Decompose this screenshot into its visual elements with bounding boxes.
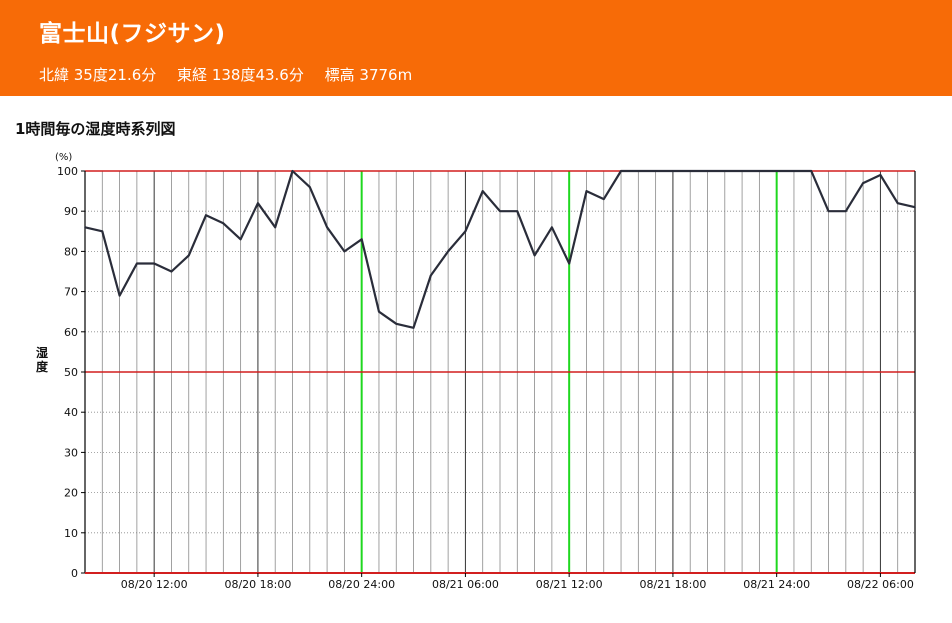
axes xyxy=(81,170,916,577)
y-tick-label: 40 xyxy=(64,406,78,419)
data-point xyxy=(430,274,432,277)
data-point xyxy=(551,226,553,229)
data-point xyxy=(793,170,795,172)
data-point xyxy=(810,170,813,172)
data-point xyxy=(914,206,916,208)
y-tick-label: 50 xyxy=(64,366,78,379)
x-tick-label: 08/20 18:00 xyxy=(224,578,291,591)
y-tick-label: 80 xyxy=(64,245,78,258)
data-point xyxy=(274,226,277,229)
data-point xyxy=(827,210,830,212)
data-point xyxy=(499,210,501,212)
data-point xyxy=(568,262,570,265)
data-point xyxy=(533,254,536,257)
y-tick-label: 10 xyxy=(64,527,78,540)
data-point xyxy=(845,210,847,212)
station-name: 富士山(フジサン) xyxy=(39,21,226,47)
longitude-text: 東経 138度43.6分 xyxy=(177,66,304,84)
x-tick-label: 08/20 12:00 xyxy=(121,578,188,591)
data-point xyxy=(257,202,259,204)
y-tick-label: 90 xyxy=(64,205,78,218)
y-axis-title: 湿 xyxy=(36,345,48,360)
data-point xyxy=(602,198,605,200)
data-point xyxy=(654,170,657,172)
data-point xyxy=(153,262,155,265)
data-point xyxy=(481,190,484,192)
data-point xyxy=(326,226,328,229)
data-point xyxy=(516,210,519,212)
data-point xyxy=(118,294,121,297)
data-point xyxy=(447,250,449,253)
data-point xyxy=(136,262,138,265)
y-unit-label: (%) xyxy=(55,152,72,163)
y-tick-label: 20 xyxy=(64,487,78,500)
data-point xyxy=(723,170,726,172)
data-point xyxy=(879,174,882,176)
x-tick-label: 08/21 24:00 xyxy=(743,578,810,591)
data-point xyxy=(706,170,709,172)
data-point xyxy=(187,254,190,257)
latitude-text: 北緯 35度21.6分 xyxy=(39,66,157,84)
x-tick-label: 08/22 06:00 xyxy=(847,578,914,591)
data-point xyxy=(378,310,380,313)
data-point xyxy=(741,170,743,172)
x-tick-label: 08/20 24:00 xyxy=(328,578,395,591)
series-layer xyxy=(84,169,916,329)
data-point xyxy=(896,202,899,204)
data-point xyxy=(689,170,692,172)
data-point xyxy=(637,170,640,172)
data-point xyxy=(291,170,294,172)
data-point xyxy=(395,322,398,325)
data-point xyxy=(775,170,778,172)
data-point xyxy=(170,270,173,273)
y-axis-title: 度 xyxy=(36,359,49,374)
data-point xyxy=(464,230,467,233)
data-point xyxy=(412,326,415,329)
y-tick-label: 60 xyxy=(64,326,78,339)
x-tick-label: 08/21 06:00 xyxy=(432,578,499,591)
data-point xyxy=(101,230,104,233)
elevation-text: 標高 3776m xyxy=(324,66,413,84)
y-tick-label: 70 xyxy=(64,286,78,299)
data-point xyxy=(205,214,207,217)
y-tick-label: 0 xyxy=(71,567,78,580)
station-info: 北緯 35度21.6分 東経 138度43.6分 標高 3776m xyxy=(39,64,428,85)
chart-title: 1時間毎の湿度時系列図 xyxy=(15,120,176,138)
data-point xyxy=(308,186,311,188)
data-point xyxy=(239,238,242,241)
data-point xyxy=(360,238,363,241)
y-tick-label: 100 xyxy=(57,165,78,178)
y-tick-label: 30 xyxy=(64,446,78,459)
axis-labels: (%) 0 10 20 30 40 50 60 70 80 90 100 08/20 12:00 08/… xyxy=(36,152,914,591)
data-point xyxy=(222,222,225,225)
x-tick-label: 08/21 18:00 xyxy=(639,578,706,591)
data-point xyxy=(343,250,346,253)
data-point xyxy=(585,190,588,192)
data-point xyxy=(84,226,86,229)
data-point xyxy=(672,170,674,172)
data-point xyxy=(758,170,761,172)
data-point xyxy=(862,182,864,184)
station-header: 富士山(フジサン) 北緯 35度21.6分 東経 138度43.6分 標高 37… xyxy=(0,0,952,96)
x-tick-label: 08/21 12:00 xyxy=(536,578,603,591)
data-point xyxy=(620,170,622,172)
